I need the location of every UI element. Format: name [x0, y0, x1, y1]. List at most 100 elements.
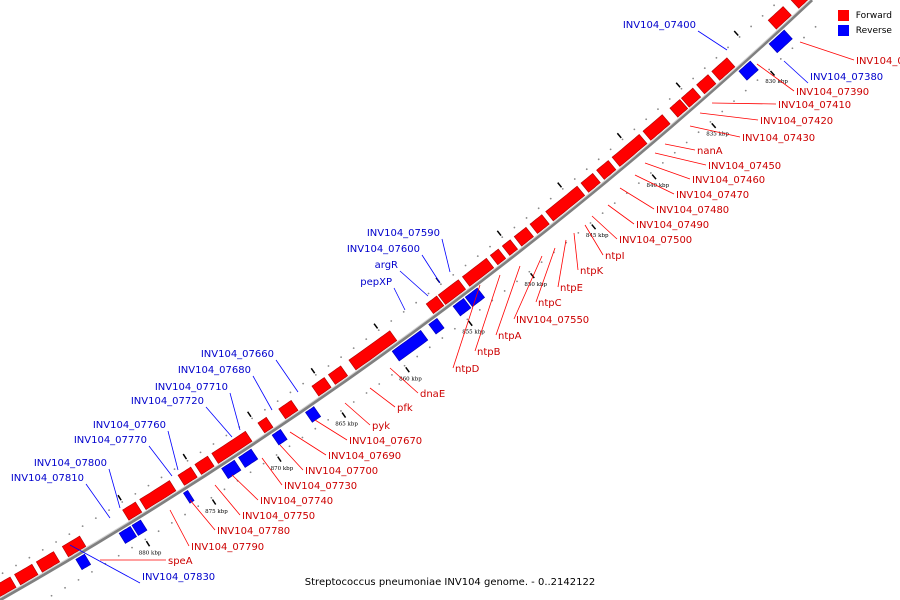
reverse-gene	[118, 525, 138, 544]
forward-gene-label: INV104_07550	[516, 315, 589, 326]
forward-gene-label: INV104_07790	[191, 542, 264, 553]
minor-tick	[537, 207, 540, 210]
forward-gene-label: INV104_07470	[676, 190, 749, 201]
forward-leader	[369, 387, 396, 408]
forward-gene-label: ntpI	[605, 251, 625, 262]
forward-leader	[654, 152, 707, 166]
leader-layer	[69, 30, 855, 584]
label-layer: INV104_07370 INV104_07390 INV104_07410 INV1…	[11, 20, 900, 583]
minor-tick	[131, 546, 133, 549]
reverse-gene-label: INV104_07810	[11, 473, 84, 484]
minor-tick	[352, 347, 355, 350]
legend: Forward Reverse	[837, 8, 892, 38]
minor-tick	[601, 212, 604, 214]
forward-gene	[611, 133, 648, 167]
reverse-gene-label: argR	[375, 260, 398, 271]
minor-tick	[441, 337, 444, 339]
minor-tick	[327, 365, 330, 367]
forward-gene	[711, 57, 736, 81]
forward-leader	[495, 265, 521, 336]
reverse-leader	[167, 430, 179, 471]
forward-gene	[61, 535, 87, 558]
minor-tick	[352, 401, 355, 403]
minor-tick	[727, 46, 729, 49]
minor-tick	[685, 141, 688, 144]
minor-tick	[715, 56, 718, 59]
forward-gene	[669, 99, 689, 118]
forward-leader	[711, 102, 777, 105]
minor-tick	[633, 128, 636, 131]
minor-tick	[378, 383, 381, 385]
forward-gene-label: ntpD	[455, 364, 480, 375]
forward-leader	[389, 367, 419, 394]
major-tick	[277, 456, 282, 463]
forward-gene-label: INV104_07490	[636, 220, 709, 231]
reverse-leader	[697, 30, 728, 51]
forward-gene-label: INV104_07750	[242, 511, 315, 522]
forward-leader	[591, 215, 618, 240]
forward-gene-label: ntpC	[538, 298, 562, 309]
forward-leader	[689, 125, 741, 138]
genome-backbone-highlight	[0, 0, 811, 599]
reverse-leader	[783, 60, 809, 84]
minor-tick	[478, 309, 481, 311]
forward-gene	[580, 172, 601, 193]
reverse-gene	[391, 329, 429, 362]
minor-tick	[768, 68, 771, 71]
minor-tick	[276, 400, 279, 403]
tick-label: 845 kbp	[586, 233, 609, 239]
forward-gene-label: INV104_07370	[856, 56, 900, 67]
minor-tick	[585, 168, 588, 171]
minor-tick	[157, 530, 160, 533]
tick-label: 880 kbp	[139, 551, 162, 557]
major-tick	[496, 230, 502, 236]
minor-tick	[340, 356, 342, 358]
major-tick	[211, 499, 217, 505]
minor-tick	[803, 36, 805, 39]
minor-tick	[1, 572, 4, 575]
major-tick	[651, 174, 657, 180]
minor-tick	[390, 320, 393, 322]
minor-tick	[466, 318, 469, 321]
forward-gene	[529, 214, 550, 234]
forward-gene	[596, 160, 617, 180]
major-tick	[616, 132, 622, 139]
major-tick	[405, 366, 410, 373]
reverse-gene	[75, 553, 92, 571]
major-tick	[310, 367, 316, 374]
minor-tick	[327, 418, 330, 421]
forward-gene-label: INV104_07430	[742, 133, 815, 144]
forward-leader	[607, 204, 635, 225]
forward-gene	[278, 399, 299, 420]
minor-tick	[108, 509, 110, 511]
forward-gene-label: INV104_07410	[778, 100, 851, 111]
minor-tick	[144, 538, 147, 541]
major-tick	[117, 494, 122, 501]
major-tick	[711, 122, 717, 129]
minor-tick	[428, 346, 431, 349]
minor-tick	[147, 484, 150, 487]
forward-gene	[513, 226, 534, 247]
forward-gene-label: INV104_07450	[708, 161, 781, 172]
forward-leader	[756, 63, 795, 92]
minor-tick	[709, 120, 712, 123]
forward-gene-label: INV104_07700	[305, 466, 378, 477]
reverse-leader	[421, 254, 441, 284]
minor-tick	[314, 427, 317, 430]
minor-tick	[573, 178, 576, 180]
forward-leader	[279, 444, 304, 471]
reverse-leader	[275, 359, 299, 393]
reverse-gene	[738, 60, 759, 81]
tick-label: 850 kbp	[524, 282, 547, 288]
minor-tick	[249, 471, 252, 474]
minor-tick	[340, 410, 342, 412]
forward-gene-label: INV104_07480	[656, 205, 729, 216]
minor-tick	[692, 77, 695, 80]
forward-gene-label: INV104_07420	[760, 116, 833, 127]
forward-gene	[501, 239, 519, 256]
minor-tick	[609, 148, 612, 151]
forward-leader	[699, 112, 759, 121]
minor-tick	[673, 151, 676, 154]
minor-tick	[427, 292, 430, 295]
minor-tick	[733, 100, 735, 102]
